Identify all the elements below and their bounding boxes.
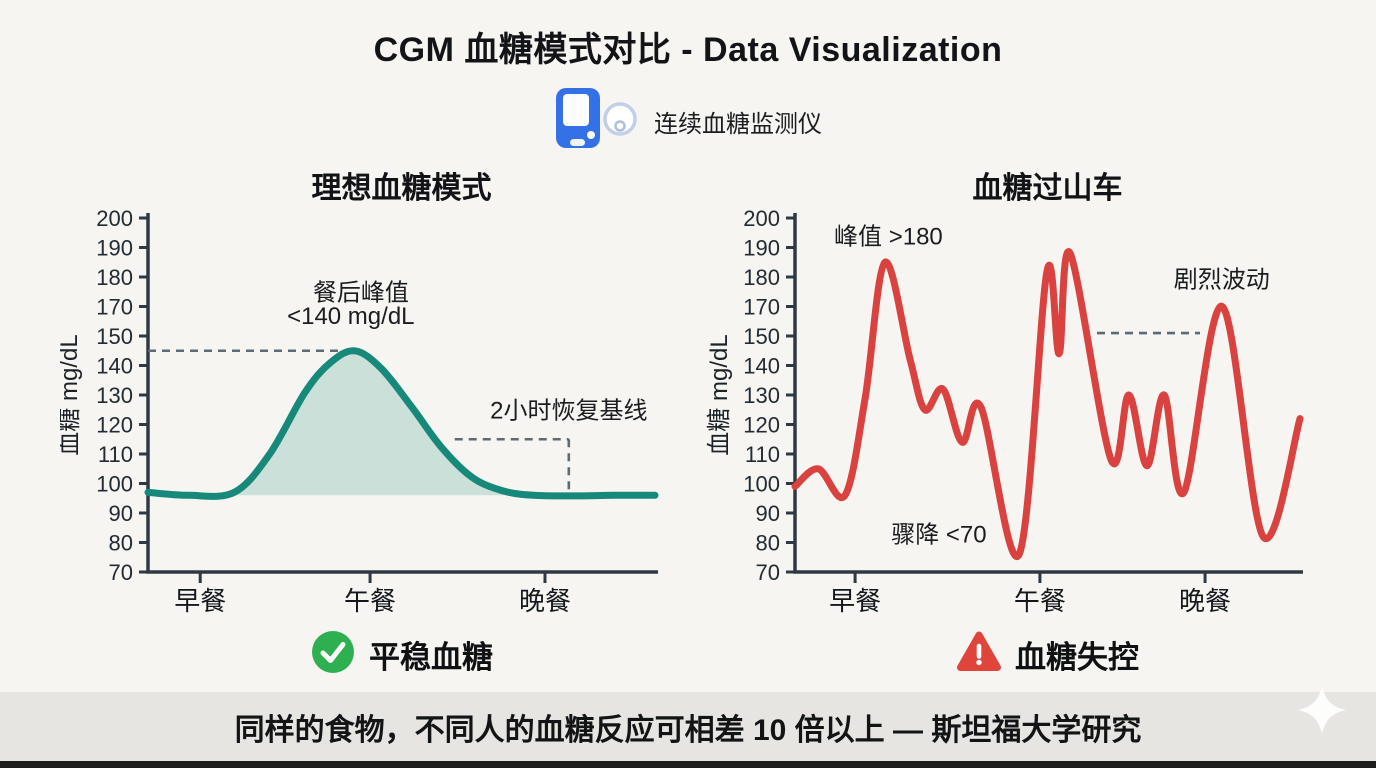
annotation-label: 骤降 <70 <box>891 522 986 549</box>
y-tick-label: 200 <box>96 206 133 231</box>
check-circle-icon <box>310 629 356 680</box>
annotation-label: 峰值 >180 <box>834 224 943 251</box>
y-tick-label: 120 <box>743 413 780 438</box>
y-tick-label: 90 <box>756 501 780 526</box>
y-tick-label: 80 <box>109 531 133 556</box>
y-tick-label: 170 <box>743 295 780 320</box>
page-title: CGM 血糖模式对比 - Data Visualization <box>373 31 1003 69</box>
y-tick-label: 110 <box>745 442 780 467</box>
y-tick-label: 120 <box>96 413 133 438</box>
y-axis-label: 血糖 mg/dL <box>60 334 83 455</box>
annotation-label: 2小时恢复基线 <box>490 398 647 425</box>
out-of-control-badge: 血糖失控 <box>795 630 1300 678</box>
y-tick-label: 140 <box>96 354 133 379</box>
chart-title-rollercoaster: 血糖过山车 <box>972 172 1123 205</box>
y-tick-label: 130 <box>743 383 780 408</box>
curve-fill <box>148 350 655 497</box>
y-axis-label: 血糖 mg/dL <box>706 334 733 455</box>
sparkle-icon <box>1296 684 1348 741</box>
caption-text: 同样的食物，不同人的血糖反应可相差 10 倍以上 — 斯坦福大学研究 <box>234 713 1142 747</box>
axis-lines <box>793 213 1303 574</box>
stable-glucose-label: 平稳血糖 <box>369 639 493 675</box>
y-tick-label: 180 <box>96 265 133 290</box>
y-tick-label: 140 <box>743 354 780 379</box>
chart-title-ideal: 理想血糖模式 <box>311 172 492 205</box>
stable-glucose-badge: 平稳血糖 <box>148 630 655 678</box>
rollercoaster-glucose-chart: 200 190 180 170 150 140 130 120 110 100 90 80 70 早餐 午餐… <box>706 206 1304 616</box>
y-tick-label: 190 <box>743 236 780 261</box>
subtitle-row: 连续血糖监测仪 <box>0 86 1376 157</box>
annotation-label: <140 mg/dL <box>287 303 414 330</box>
y-tick-label: 70 <box>756 560 780 585</box>
y-tick-label: 80 <box>756 531 780 556</box>
bottom-strip <box>0 761 1376 768</box>
ideal-glucose-chart: 200 190 180 170 150 140 130 120 110 100 90 80 70 早餐 午餐… <box>60 206 659 616</box>
cgm-device-icon <box>554 86 640 157</box>
glucose-curve <box>144 347 659 500</box>
y-tick-label: 100 <box>96 472 133 497</box>
y-tick-label: 90 <box>109 501 133 526</box>
x-tick-label: 午餐 <box>1014 586 1066 616</box>
y-tick-label: 100 <box>743 472 780 497</box>
x-tick-label: 早餐 <box>174 586 226 616</box>
y-tick-label: 200 <box>743 206 780 231</box>
annotation-label: 剧烈波动 <box>1174 266 1270 293</box>
warning-triangle-icon <box>956 629 1002 680</box>
y-tick-label: 70 <box>109 560 133 585</box>
x-tick-label: 晚餐 <box>1179 586 1231 616</box>
subtitle-label: 连续血糖监测仪 <box>654 111 822 138</box>
annotation-label: 餐后峰值 <box>313 280 409 307</box>
y-tick-label: 110 <box>98 442 133 467</box>
y-tick-label: 150 <box>743 324 780 349</box>
caption-bar: 同样的食物，不同人的血糖反应可相差 10 倍以上 — 斯坦福大学研究 <box>0 692 1376 761</box>
glucose-curve <box>791 248 1304 561</box>
y-tick-label: 170 <box>96 295 133 320</box>
y-tick-label: 180 <box>743 265 780 290</box>
out-of-control-label: 血糖失控 <box>1015 639 1139 675</box>
y-tick-label: 150 <box>96 324 133 349</box>
y-tick-label: 190 <box>96 236 133 261</box>
axis-lines <box>146 213 658 574</box>
y-tick-label: 130 <box>96 383 133 408</box>
x-tick-label: 早餐 <box>829 586 881 616</box>
x-tick-label: 晚餐 <box>519 586 571 616</box>
x-tick-label: 午餐 <box>344 586 396 616</box>
